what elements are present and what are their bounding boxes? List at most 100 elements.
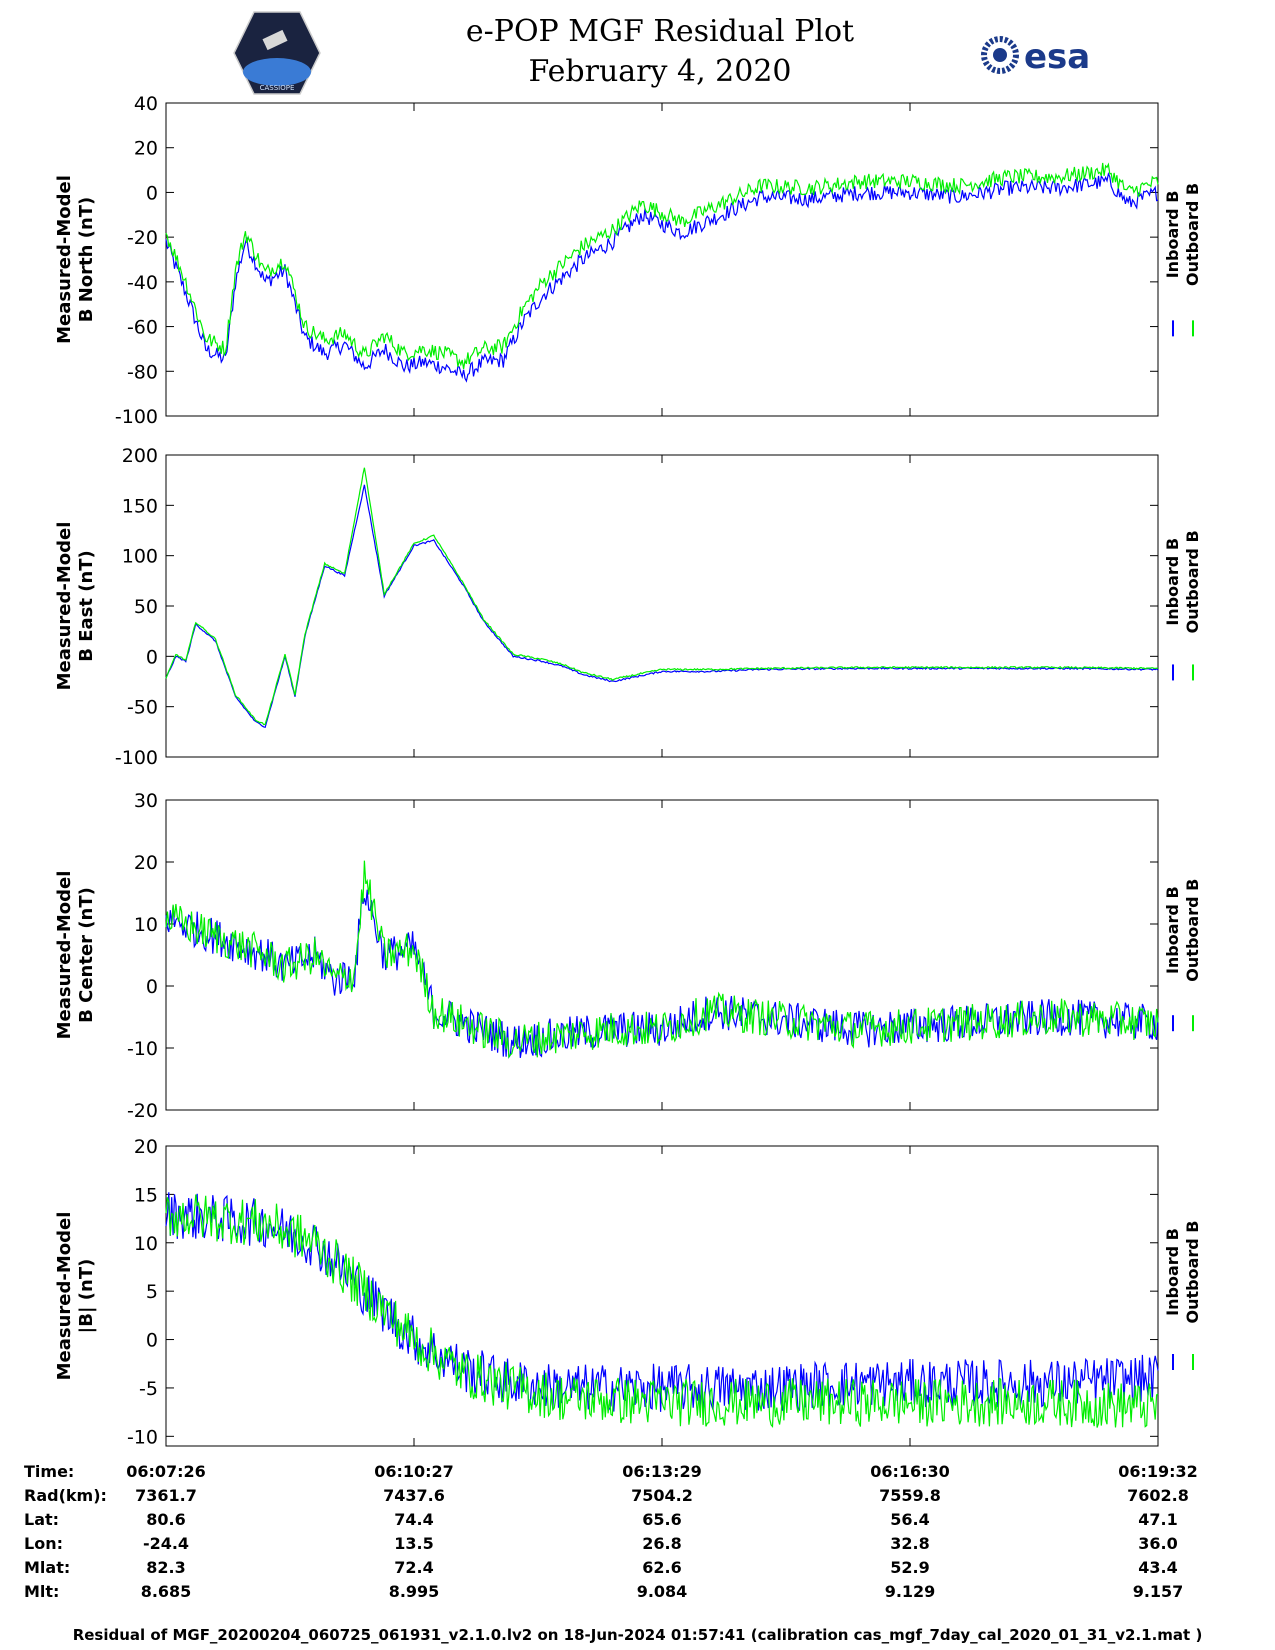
y-axis-label-line2: |B| (nT): [76, 1259, 97, 1334]
y-tick-label: 0: [146, 646, 158, 668]
y-axis-label-line2: B North (nT): [76, 197, 97, 323]
y-tick-label: 0: [146, 182, 158, 204]
info-cell: 13.5: [394, 1534, 434, 1553]
info-cell: 06:10:27: [374, 1462, 454, 1481]
info-cell: 36.0: [1138, 1534, 1178, 1553]
legend-label-outboard: Outboard B: [1183, 1221, 1202, 1324]
y-tick-label: 15: [134, 1184, 158, 1206]
info-cell: 7437.6: [383, 1486, 445, 1505]
cassiope-logo: CASSIOPE: [233, 11, 321, 95]
y-tick-label: 150: [122, 495, 158, 517]
footer-caption: Residual of MGF_20200204_060725_061931_v…: [72, 1626, 1203, 1644]
y-axis-label-line1: Measured-Model: [54, 175, 75, 344]
info-row-label: Time:: [24, 1462, 75, 1481]
info-cell: 52.9: [890, 1558, 930, 1577]
plot-frame: [165, 454, 1159, 758]
y-tick-label: -5: [139, 1378, 158, 1400]
y-tick-label: 0: [146, 1330, 158, 1352]
info-cell: 47.1: [1138, 1510, 1178, 1529]
info-cell: 74.4: [394, 1510, 434, 1529]
y-tick-label: 5: [146, 1281, 158, 1303]
info-cell: 9.157: [1132, 1582, 1184, 1601]
info-cell: 26.8: [642, 1534, 682, 1553]
y-tick-label: -50: [127, 697, 158, 719]
info-row-label: Mlat:: [24, 1558, 71, 1577]
info-cell: 62.6: [642, 1558, 682, 1577]
esa-logo-text: esa: [1024, 37, 1090, 77]
y-axis-label-line2: B East (nT): [76, 550, 97, 662]
plot-frame: [165, 102, 1159, 417]
info-cell: 8.685: [140, 1582, 192, 1601]
panel-1: -100 -80 -60 -40 -20 0 20 40 Measured-Model B Nor…: [54, 93, 1202, 428]
y-axis-label-line1: Measured-Model: [54, 1212, 75, 1381]
orbit-info-table: Time: Rad(km): Lat: Lon: Mlat: Mlt: 06:07:26 73…: [0, 1462, 1275, 1622]
legend-label-inboard: Inboard B: [1163, 538, 1182, 626]
y-tick-label: -60: [127, 317, 158, 339]
info-cell: 7602.8: [1127, 1486, 1189, 1505]
y-tick-label: 30: [134, 790, 158, 812]
y-tick-label: -40: [127, 272, 158, 294]
y-tick-label: 20: [134, 1136, 158, 1158]
panel-2: -100 -50 0 50 100 150 200 Measured-Model B East …: [54, 445, 1202, 769]
info-cell: 43.4: [1138, 1558, 1178, 1577]
y-axis-label-line1: Measured-Model: [54, 522, 75, 691]
y-tick-label: 20: [134, 138, 158, 160]
legend-label-inboard: Inboard B: [1163, 191, 1182, 279]
info-cell: 82.3: [146, 1558, 186, 1577]
y-axis-label-line2: B Center (nT): [76, 887, 97, 1023]
plot-frame: [165, 799, 1159, 1111]
cassiope-logo-text: CASSIOPE: [260, 84, 295, 92]
panel-4: -10 -5 0 5 10 15 20 Measured-Model |B| (nT) Inboa…: [54, 1136, 1202, 1448]
y-tick-label: -20: [127, 227, 158, 249]
y-tick-label: 20: [134, 852, 158, 874]
y-axis-label-line1: Measured-Model: [54, 871, 75, 1040]
info-row-label: Lat:: [24, 1510, 60, 1529]
info-cell: 7504.2: [631, 1486, 693, 1505]
info-cell: -24.4: [142, 1534, 190, 1553]
info-cell: 32.8: [890, 1534, 930, 1553]
info-row-label: Lon:: [24, 1534, 63, 1553]
legend-label-inboard: Inboard B: [1163, 886, 1182, 974]
y-tick-label: -10: [127, 1038, 158, 1060]
info-cell: 9.129: [884, 1582, 936, 1601]
y-tick-label: -20: [127, 1100, 158, 1122]
chart-date: February 4, 2020: [528, 54, 792, 89]
info-cell: 7361.7: [135, 1486, 197, 1505]
y-tick-label: 40: [134, 93, 158, 115]
info-cell: 06:13:29: [622, 1462, 702, 1481]
info-row-label: Rad(km):: [24, 1486, 107, 1505]
series-line-outboard: [165, 1194, 1159, 1429]
info-cell: 06:16:30: [870, 1462, 950, 1481]
info-cell: 7559.8: [879, 1486, 941, 1505]
series-line-inboard: [165, 484, 1159, 729]
y-tick-label: 200: [122, 445, 158, 467]
info-cell: 8.995: [388, 1582, 440, 1601]
series-line-outboard: [165, 162, 1159, 369]
info-cell: 80.6: [146, 1510, 186, 1529]
series-line-outboard: [165, 467, 1159, 726]
y-tick-label: -80: [127, 361, 158, 383]
y-tick-label: 100: [122, 546, 158, 568]
legend-label-outboard: Outboard B: [1183, 183, 1202, 286]
legend-label-outboard: Outboard B: [1183, 879, 1202, 982]
info-row-label: Mlt:: [24, 1582, 60, 1601]
y-tick-label: 10: [134, 1233, 158, 1255]
esa-logo: esa: [981, 36, 1090, 77]
y-tick-label: -100: [115, 747, 158, 769]
info-cell: 06:07:26: [126, 1462, 206, 1481]
info-cell: 65.6: [642, 1510, 682, 1529]
y-tick-label: -100: [115, 406, 158, 428]
legend-label-inboard: Inboard B: [1163, 1228, 1182, 1316]
y-tick-label: 0: [146, 976, 158, 998]
chart-title: e-POP MGF Residual Plot: [465, 14, 855, 49]
legend-label-outboard: Outboard B: [1183, 530, 1202, 633]
series-line-inboard: [165, 172, 1159, 383]
y-tick-label: -10: [127, 1426, 158, 1448]
y-tick-label: 10: [134, 914, 158, 936]
panel-3: -20 -10 0 10 20 30 Measured-Model B Center (nT)…: [54, 790, 1202, 1122]
series-line-outboard: [165, 860, 1159, 1059]
info-cell: 56.4: [890, 1510, 930, 1529]
info-cell: 06:19:32: [1118, 1462, 1198, 1481]
y-tick-label: 50: [134, 596, 158, 618]
